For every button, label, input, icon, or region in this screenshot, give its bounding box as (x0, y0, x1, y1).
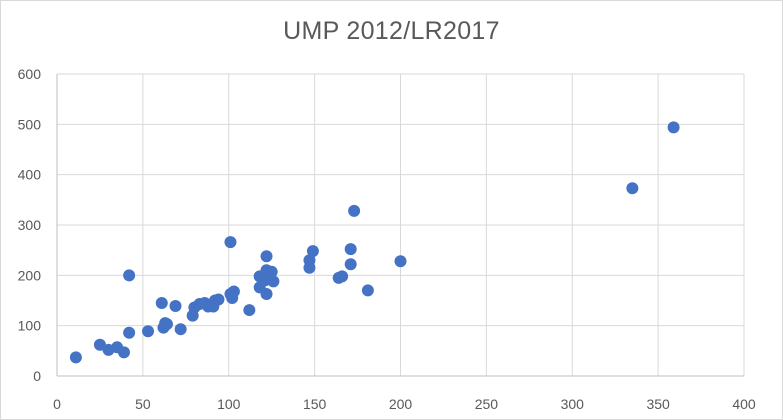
data-point (344, 243, 357, 256)
data-point (224, 236, 237, 249)
x-tick-label: 150 (303, 396, 327, 412)
data-point (142, 325, 155, 338)
data-point (626, 182, 639, 195)
y-tick-label: 400 (18, 167, 42, 183)
data-point (260, 287, 273, 300)
x-tick-label: 400 (732, 396, 756, 412)
data-point (160, 318, 173, 331)
data-point (267, 275, 280, 288)
x-tick-label: 50 (135, 396, 151, 412)
data-point (169, 300, 182, 313)
x-tick-label: 350 (646, 396, 670, 412)
data-point (123, 269, 136, 282)
data-point (69, 351, 82, 364)
data-point (348, 204, 361, 217)
y-tick-label: 0 (33, 368, 41, 384)
x-tick-label: 0 (53, 396, 61, 412)
data-point (117, 346, 130, 359)
data-points (69, 121, 680, 364)
x-tick-label: 300 (561, 396, 585, 412)
tick-labels: 0 100 200 300 400 500 600 0 50 100 150 200 250 300 350… (18, 66, 756, 412)
chart-title: UMP 2012/LR2017 (283, 17, 500, 45)
data-point (155, 297, 168, 310)
data-point (361, 284, 374, 297)
data-point (265, 265, 278, 278)
data-point (212, 293, 225, 306)
data-point (336, 270, 349, 283)
data-point (344, 258, 357, 271)
data-point (303, 254, 316, 267)
data-point (394, 255, 407, 268)
y-tick-label: 100 (18, 318, 42, 334)
data-point (667, 121, 680, 134)
y-tick-label: 200 (18, 267, 42, 283)
gridlines (57, 73, 745, 376)
data-point (306, 245, 319, 258)
y-tick-label: 500 (18, 116, 42, 132)
data-point (174, 323, 187, 336)
y-tick-label: 600 (18, 66, 42, 82)
axes (56, 74, 744, 377)
data-point (260, 250, 273, 263)
data-point (243, 304, 256, 317)
data-point (123, 326, 136, 339)
y-tick-label: 300 (18, 217, 42, 233)
data-point (227, 285, 240, 298)
x-tick-label: 100 (217, 396, 241, 412)
x-tick-label: 250 (475, 396, 499, 412)
x-tick-label: 200 (389, 396, 413, 412)
